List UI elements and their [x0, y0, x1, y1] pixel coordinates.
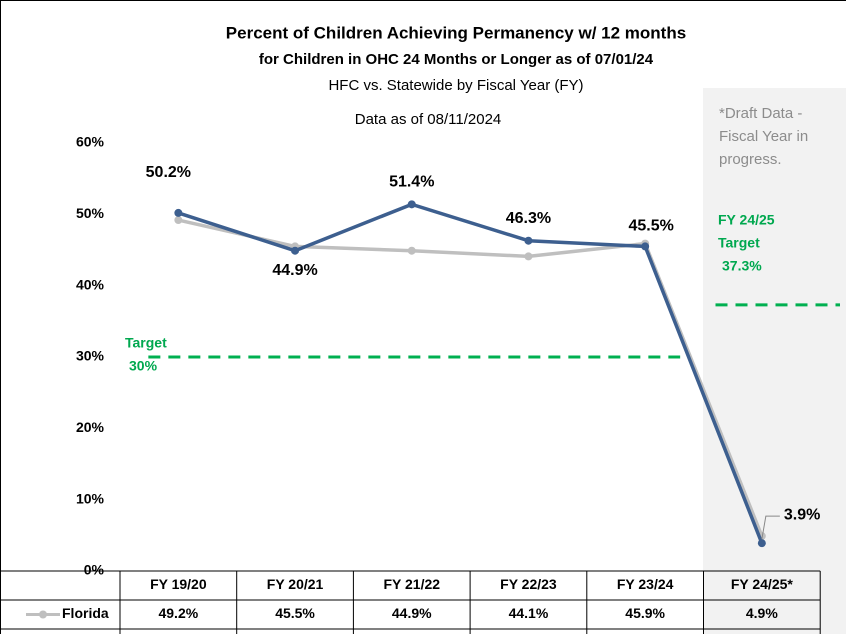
data-label: 44.9% — [272, 262, 317, 279]
draft-note: *Draft Data - — [719, 105, 802, 122]
point — [174, 208, 183, 217]
table-cell: 44.9% — [392, 605, 432, 621]
table-cell: 49.2% — [158, 605, 198, 621]
legend-swatch — [39, 610, 47, 619]
table-cell: 4.9% — [746, 605, 778, 621]
table-cell: 45.5% — [275, 605, 315, 621]
y-tick-label: 30% — [76, 348, 105, 364]
y-tick-label: 50% — [76, 205, 105, 221]
data-label: 45.5% — [628, 218, 673, 235]
x-tick-label: FY 21/22 — [383, 576, 440, 592]
data-label: 46.3% — [506, 210, 551, 227]
table-cell: 44.1% — [509, 605, 549, 621]
series-line — [177, 218, 764, 537]
x-tick-label: FY 20/21 — [267, 576, 324, 592]
chart-title: Percent of Children Achieving Permanency… — [226, 23, 686, 42]
y-tick-label: 60% — [76, 134, 105, 150]
table-cell: 45.9% — [625, 605, 665, 621]
y-tick-label: 10% — [76, 490, 105, 506]
target-label: Target — [718, 235, 760, 251]
point — [524, 236, 533, 245]
leader-line — [761, 515, 780, 540]
y-tick-label: 40% — [76, 276, 105, 292]
data-label: 50.2% — [146, 164, 191, 181]
point — [407, 200, 416, 209]
x-tick-label: FY 22/23 — [500, 576, 557, 592]
draft-note: progress. — [719, 151, 782, 168]
target-label: FY 24/25 — [718, 212, 775, 228]
x-tick-label: FY 24/25* — [731, 576, 794, 592]
point — [291, 246, 300, 255]
draft-shade — [703, 88, 846, 634]
x-tick-label: FY 23/24 — [617, 576, 674, 592]
point — [407, 246, 416, 255]
draft-note: Fiscal Year in — [719, 128, 808, 145]
point — [641, 242, 650, 251]
chart-subtitle: for Children in OHC 24 Months or Longer … — [259, 51, 654, 68]
y-tick-label: 20% — [76, 419, 105, 435]
y-tick-label: 0% — [84, 562, 105, 578]
data-label: 51.4% — [389, 174, 434, 191]
data-date: Data as of 08/11/2024 — [355, 111, 502, 128]
target-label: Target — [125, 335, 167, 351]
x-tick-label: FY 19/20 — [150, 576, 207, 592]
point — [757, 539, 766, 548]
series-line — [177, 202, 764, 544]
target-label: 30% — [129, 358, 158, 374]
data-label: 3.9% — [784, 506, 820, 523]
chart-subtitle: HFC vs. Statewide by Fiscal Year (FY) — [328, 77, 583, 94]
point — [174, 216, 183, 225]
target-label: 37.3% — [722, 258, 762, 274]
legend-label: Florida — [62, 605, 109, 621]
point — [524, 252, 533, 261]
